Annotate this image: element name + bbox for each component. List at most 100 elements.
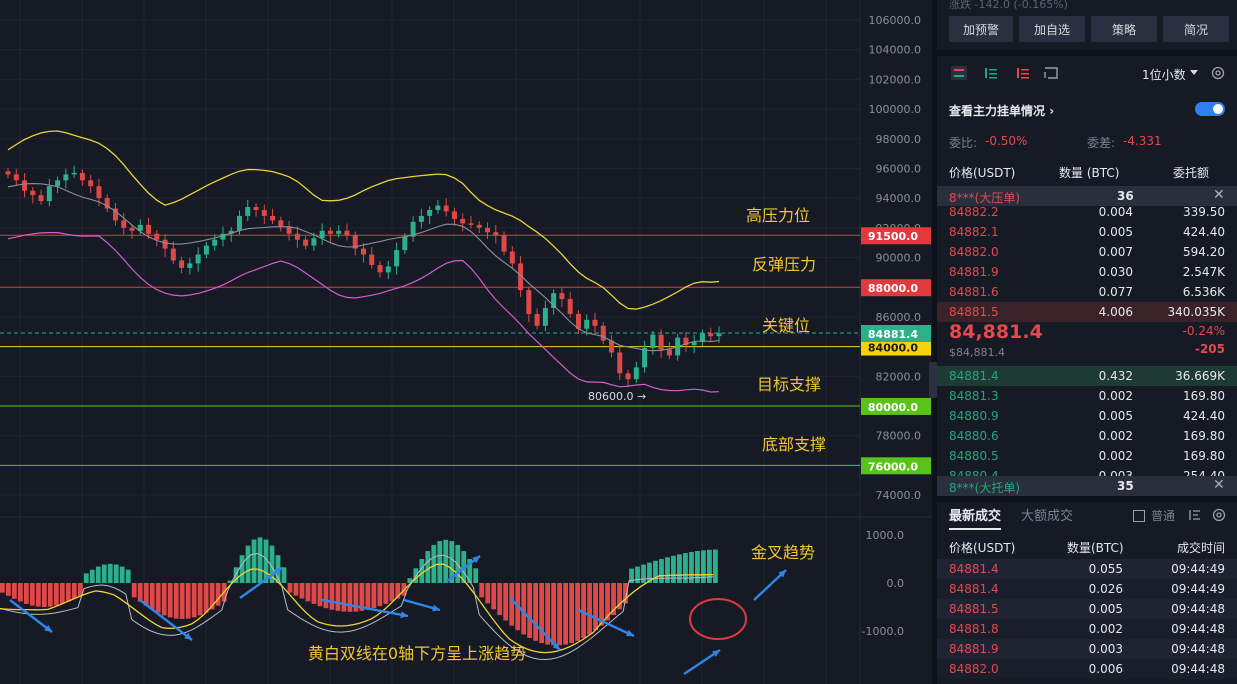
panel-splitter[interactable] bbox=[932, 0, 937, 684]
macd-histogram-bar bbox=[35, 583, 41, 607]
view-main-orders-link[interactable]: 查看主力挂单情况 › bbox=[949, 104, 1055, 118]
trade-qty: 0.055 bbox=[1088, 562, 1123, 576]
macd-histogram-bar bbox=[701, 550, 706, 583]
trade-time: 09:44:48 bbox=[1171, 642, 1225, 656]
level-label: 目标支撑 bbox=[757, 375, 821, 394]
macd-histogram-bar bbox=[11, 583, 17, 599]
candlestick-chart[interactable]: 106000.0 104000.0 102000.0 100000.0 98000.0 9… bbox=[0, 0, 932, 684]
candle-body bbox=[179, 260, 185, 268]
big-bid-bar[interactable]: 8***(大托单) 35 ✕ bbox=[937, 476, 1237, 496]
bid-row[interactable]: 84880.5 0.002 169.80 bbox=[937, 446, 1237, 466]
candle-body bbox=[261, 210, 267, 216]
add-watchlist-button[interactable]: 加自选 bbox=[1019, 16, 1085, 42]
macd-histogram-bar bbox=[389, 583, 395, 602]
macd-histogram-bar bbox=[557, 583, 563, 646]
big-ask-bar[interactable]: 8***(大压单) 36 ✕ bbox=[937, 186, 1237, 206]
close-icon[interactable]: ✕ bbox=[1213, 187, 1225, 203]
bid-amount: 169.80 bbox=[1183, 449, 1225, 463]
price-axis-label: 86000.0 bbox=[876, 311, 922, 324]
orderbook-bids-icon[interactable] bbox=[983, 66, 999, 80]
filter-icon[interactable] bbox=[1188, 508, 1202, 522]
trade-time: 09:44:48 bbox=[1171, 622, 1225, 636]
macd-histogram-bar bbox=[497, 583, 503, 616]
orderbook-depth-icon[interactable] bbox=[1043, 66, 1059, 80]
overview-button[interactable]: 简况 bbox=[1163, 16, 1229, 42]
active-tab-indicator bbox=[949, 528, 1001, 530]
close-icon[interactable]: ✕ bbox=[1213, 477, 1225, 493]
candle-body bbox=[518, 263, 524, 291]
tab-latest-trades[interactable]: 最新成交 bbox=[949, 509, 1002, 524]
macd-histogram-bar bbox=[161, 583, 167, 616]
candle-body bbox=[253, 207, 259, 210]
macd-histogram-bar bbox=[203, 583, 209, 613]
normal-checkbox[interactable] bbox=[1133, 510, 1145, 522]
orderbook-asks-icon[interactable] bbox=[1015, 66, 1031, 80]
bid-row[interactable]: 84880.9 0.005 424.40 bbox=[937, 406, 1237, 426]
settings-icon[interactable] bbox=[1211, 66, 1225, 80]
annotation-arrow-head bbox=[712, 650, 720, 657]
macd-histogram-bar bbox=[17, 583, 23, 602]
price-axis-label: 104000.0 bbox=[869, 44, 922, 57]
price-axis-label: 98000.0 bbox=[876, 133, 922, 146]
add-alert-button[interactable]: 加预警 bbox=[949, 16, 1013, 42]
price-axis-label: 74000.0 bbox=[876, 489, 922, 502]
macd-histogram-bar bbox=[545, 583, 551, 645]
candle-body bbox=[460, 218, 466, 224]
candle-body bbox=[220, 233, 226, 240]
ask-row[interactable]: 84881.5 4.006 340.035K bbox=[937, 302, 1237, 322]
ask-row[interactable]: 84882.0 0.007 594.20 bbox=[937, 242, 1237, 262]
level-label: 底部支撑 bbox=[762, 435, 826, 454]
candle-body bbox=[575, 313, 581, 329]
price-axis-label: 90000.0 bbox=[876, 252, 922, 265]
annotation-arrow-head bbox=[184, 632, 192, 640]
level-price-tag-text: 76000.0 bbox=[868, 460, 918, 473]
bid-row[interactable]: 84880.6 0.002 169.80 bbox=[937, 426, 1237, 446]
ob-header-qty[interactable]: 数量 (BTC) bbox=[1059, 166, 1120, 180]
trade-row: 84881.4 0.055 09:44:49 bbox=[937, 559, 1237, 579]
bid-row[interactable]: 84881.4 0.432 36.669K bbox=[937, 366, 1237, 386]
ask-row[interactable]: 84882.2 0.004 339.50 bbox=[937, 202, 1237, 222]
macd-histogram-bar bbox=[329, 583, 335, 610]
level-price-tag bbox=[861, 397, 931, 415]
ask-row[interactable]: 84881.9 0.030 2.547K bbox=[937, 262, 1237, 282]
tab-large-trades[interactable]: 大额成交 bbox=[1021, 509, 1074, 524]
ask-row[interactable]: 84882.1 0.005 424.40 bbox=[937, 222, 1237, 242]
candle-body bbox=[551, 293, 557, 308]
trade-qty: 0.005 bbox=[1088, 602, 1123, 616]
candle-body bbox=[104, 198, 110, 209]
candle-body bbox=[468, 223, 474, 225]
settings-icon[interactable] bbox=[1212, 508, 1226, 522]
collapse-handle[interactable] bbox=[929, 362, 937, 398]
macd-histogram-bar bbox=[287, 583, 293, 593]
decimal-select[interactable]: 1位小数 bbox=[1142, 68, 1186, 82]
trade-price: 84882.0 bbox=[949, 662, 999, 676]
macd-histogram-bar bbox=[437, 541, 443, 583]
candle-body bbox=[592, 319, 598, 326]
candle-body bbox=[402, 236, 408, 251]
ob-header-amount[interactable]: 委托额 bbox=[1173, 166, 1210, 180]
bid-row[interactable]: 84881.3 0.002 169.80 bbox=[937, 386, 1237, 406]
orderbook-both-icon[interactable] bbox=[951, 66, 967, 80]
ask-qty: 0.030 bbox=[1098, 265, 1133, 279]
macd-trend-label: 黄白双线在0轴下方呈上涨趋势 bbox=[308, 644, 526, 663]
bid-amount: 424.40 bbox=[1183, 409, 1225, 423]
ask-price: 84882.1 bbox=[949, 225, 999, 239]
price-axis-label: 82000.0 bbox=[876, 370, 922, 383]
price-axis-label: 96000.0 bbox=[876, 162, 922, 175]
strategy-button[interactable]: 策略 bbox=[1091, 16, 1157, 42]
macd-histogram-bar bbox=[551, 583, 557, 646]
trade-qty: 0.026 bbox=[1088, 582, 1123, 596]
golden-cross-circle bbox=[689, 598, 747, 640]
macd-histogram-bar bbox=[77, 583, 83, 596]
ask-row[interactable]: 84881.6 0.077 6.536K bbox=[937, 282, 1237, 302]
bid-qty: 0.005 bbox=[1098, 409, 1133, 423]
macd-histogram-bar bbox=[695, 551, 700, 583]
macd-histogram-bar bbox=[569, 583, 574, 644]
chevron-down-icon[interactable] bbox=[1190, 70, 1198, 76]
trade-header-qty[interactable]: 数量(BTC) bbox=[1067, 541, 1124, 555]
trade-price: 84881.4 bbox=[949, 582, 999, 596]
bid-price: 84881.4 bbox=[949, 369, 999, 383]
macd-histogram-bar bbox=[365, 583, 371, 610]
chart-area[interactable]: 106000.0 104000.0 102000.0 100000.0 98000.0 9… bbox=[0, 0, 932, 684]
main-orders-toggle[interactable] bbox=[1195, 102, 1225, 116]
